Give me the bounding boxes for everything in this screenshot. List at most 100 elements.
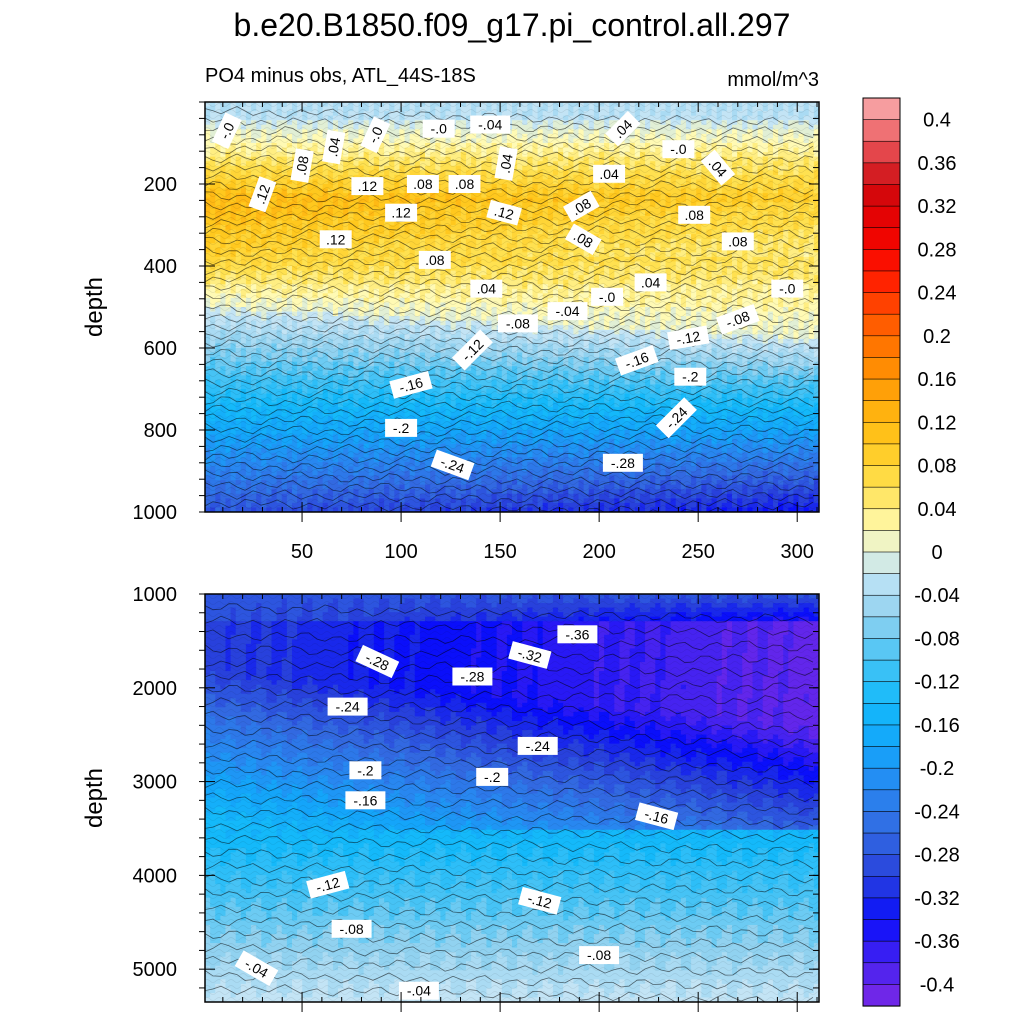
contour-label-text: -.0	[216, 120, 237, 142]
colorbar-box	[862, 573, 901, 596]
colorbar-box	[862, 616, 901, 640]
contour-label: -.24	[327, 697, 368, 716]
contour-label-text: .12	[252, 182, 274, 206]
chart-title: b.e20.B1850.f09_g17.pi_control.all.297	[234, 7, 791, 43]
colorbar-label: -0.16	[914, 715, 960, 737]
contour-label-text: .08	[425, 252, 445, 268]
colorbar-box	[862, 313, 901, 337]
y-tick-label: 600	[144, 338, 177, 360]
contour-label-text: -.04	[407, 983, 431, 999]
colorbar-label: 0.12	[918, 412, 957, 434]
colorbar-box	[862, 465, 901, 488]
contour-label: .08	[448, 175, 481, 193]
contour-label: -.0	[211, 112, 242, 150]
contour-label-text: -.08	[340, 921, 364, 937]
contour-label: .04	[593, 164, 626, 183]
contour-label-text: .08	[455, 176, 475, 192]
colorbar-label: 0.36	[918, 153, 957, 175]
lower-panel: -.36-.32-.28-.28-.24-.24-.2 -.2-.16-.16-.…	[81, 584, 820, 1012]
contour-label: -.0	[360, 116, 391, 154]
colorbar-box	[862, 811, 901, 834]
contour-label-text: -.16	[397, 374, 425, 396]
contour-label-text: -.12	[526, 890, 554, 912]
contour-label: -.28	[452, 667, 493, 686]
colorbar-label: 0.08	[918, 456, 957, 478]
contour-label: .08	[406, 175, 439, 193]
contour-label-text: -.24	[336, 699, 360, 715]
contour-label: -.08	[497, 314, 538, 333]
upper-field: -.0 .08 .04 -.0 -.0 -.04 .04 .04 -.0 .04 .12 .12 .08…	[205, 102, 819, 512]
contour-label-text: .08	[728, 233, 748, 249]
contour-label-text: -.16	[623, 349, 651, 372]
contour-label: -.2	[476, 767, 509, 786]
contour-label: -.2	[674, 367, 707, 386]
contour-label: -.08	[579, 946, 620, 965]
y-tick-label: 400	[144, 256, 177, 278]
colorbar-box	[862, 659, 901, 683]
colorbar-box	[862, 919, 901, 942]
upper-plot-frame	[204, 101, 820, 513]
contour-label-text: .12	[326, 231, 346, 247]
contour-label-text: -.0	[599, 289, 616, 305]
colorbar-label: -0.24	[914, 801, 960, 823]
contour-label: -.16	[345, 791, 386, 810]
contour-label-text: -.04	[478, 117, 502, 133]
contour-label: .08	[562, 190, 600, 223]
contour-label: -.2	[349, 761, 382, 780]
contour-label-text: -.12	[675, 328, 702, 348]
colorbar-label: -0.12	[914, 672, 960, 694]
contour-label-text: -.16	[353, 792, 377, 808]
colorbar-label: 0.24	[918, 283, 957, 305]
lower-plot-frame	[204, 593, 820, 1003]
contour-label-text: -.08	[724, 308, 752, 331]
contour-label-text: .04	[497, 152, 516, 174]
contour-label: -.0	[422, 119, 455, 138]
x-tick-label: 300	[781, 541, 814, 563]
contour-label: -.12	[667, 325, 710, 351]
colorbar-box	[862, 205, 901, 229]
lower-axis-ticks: 1000 2000 3000 4000 5000	[133, 584, 819, 1012]
contour-label-text: -.0	[365, 124, 386, 146]
contour-label-text: .04	[599, 166, 619, 182]
y-tick-label: 1000	[133, 502, 178, 524]
colorbar-box	[862, 681, 901, 704]
contour-label-text: -.08	[506, 315, 530, 331]
contour-label-text: .12	[358, 178, 378, 194]
contour-label: -.04	[398, 981, 439, 1000]
contour-label-text: -.24	[526, 738, 550, 754]
contour-label: -.24	[517, 736, 558, 755]
contour-label-text: -.12	[314, 874, 342, 896]
colorbar-box	[862, 767, 901, 791]
colorbar-label: 0.04	[918, 499, 957, 521]
colorbar-box	[862, 249, 901, 272]
contour-label: -.12	[518, 886, 562, 915]
contour-label: .08	[290, 148, 314, 183]
colorbar-box	[862, 897, 901, 921]
contour-label: -.16	[614, 345, 659, 376]
contour-label: -.0	[771, 279, 804, 298]
y-tick-label: 4000	[133, 865, 178, 887]
contour-label: -.32	[508, 641, 552, 669]
contour-label-text: -.16	[643, 805, 671, 827]
upper-ylabel: depth	[81, 277, 108, 337]
colorbar-box	[862, 875, 901, 899]
colorbar-label: 0.16	[918, 369, 957, 391]
colorbar-label: 0.28	[918, 239, 957, 261]
colorbar-box	[862, 421, 901, 445]
contour-label: .04	[634, 273, 667, 292]
contour-label: -.2	[385, 418, 418, 437]
colorbar-box	[862, 854, 901, 877]
contour-label: .04	[494, 146, 518, 181]
contour-label-text: -.0	[779, 281, 796, 297]
contour-label-text: .04	[477, 281, 497, 297]
contour-label-text: -.2	[682, 369, 699, 385]
colorbar-box	[862, 703, 901, 726]
colorbar-label: -0.2	[920, 758, 954, 780]
contour-label-text: -.0	[431, 121, 448, 137]
upper-axis-ticks: 50 100 150 200 250 300 200 400 600 800 1000	[133, 101, 819, 563]
contour-label-text: -.2	[357, 762, 374, 778]
units-label: mmol/m^3	[727, 69, 819, 91]
colorbar-label: 0.32	[918, 196, 957, 218]
contour-label: -.24	[430, 449, 475, 481]
